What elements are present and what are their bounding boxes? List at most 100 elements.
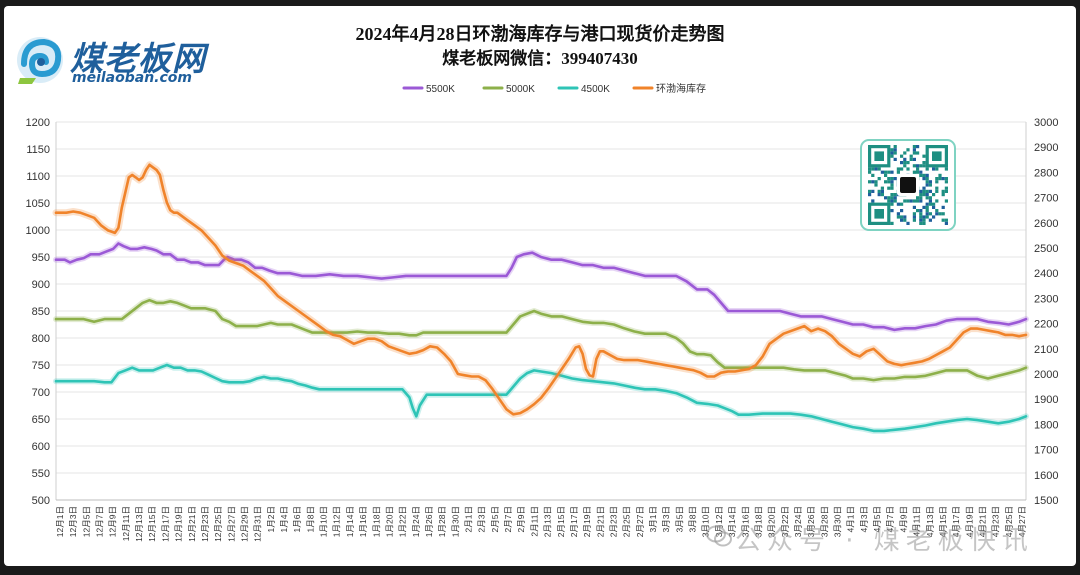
- x-tick-label: 4月17日: [951, 506, 961, 537]
- x-tick-label: 1月28日: [437, 506, 447, 537]
- x-tick-label: 4月5日: [872, 506, 882, 532]
- x-tick-label: 3月22日: [780, 506, 790, 537]
- series-5500K: [53, 240, 1029, 333]
- x-tick-label: 1月22日: [398, 506, 408, 537]
- x-tick-label: 1月20日: [384, 506, 394, 537]
- meilaoban-logo: 煤老板网 meilaoban.com: [14, 28, 244, 92]
- x-tick-label: 2月15日: [556, 506, 566, 537]
- y-right-tick-label: 3000: [1034, 117, 1058, 129]
- x-tick-label: 1月2日: [266, 506, 276, 532]
- y-left-tick-label: 950: [32, 252, 50, 264]
- x-tick-label: 12月29日: [239, 506, 249, 542]
- x-tick-label: 2月21日: [595, 506, 605, 537]
- x-tick-label: 2月17日: [569, 506, 579, 537]
- x-tick-label: 3月26日: [806, 506, 816, 537]
- y-right-tick-label: 2200: [1034, 319, 1058, 331]
- y-left-tick-label: 1200: [26, 117, 50, 129]
- line-chart: 500 550 600 650 700 750 800 850 900 950 1000 1050 11…: [26, 82, 1059, 542]
- x-tick-label: 12月27日: [226, 506, 236, 542]
- x-tick-label: 3月18日: [753, 506, 763, 537]
- x-tick-label: 1月4日: [279, 506, 289, 532]
- y-right-tick-label: 2100: [1034, 344, 1058, 356]
- x-tick-label: 1月8日: [305, 506, 315, 532]
- series-line: [54, 242, 1028, 332]
- y-left-tick-label: 750: [32, 360, 50, 372]
- wechat-watermark-icon: [706, 525, 732, 547]
- y-right-tick-label: 1800: [1034, 419, 1058, 431]
- legend-label: 环渤海库存: [656, 82, 706, 95]
- x-tick-label: 12月17日: [160, 506, 170, 542]
- x-tick-label: 3月12日: [714, 506, 724, 537]
- x-tick-label: 4月13日: [925, 506, 935, 537]
- y-right-tick-label: 2700: [1034, 193, 1058, 205]
- y-left-tick-label: 650: [32, 414, 50, 426]
- y-right-tick-label: 1700: [1034, 445, 1058, 457]
- x-tick-label: 12月21日: [187, 506, 197, 542]
- chart-card: 2024年4月28日环渤海库存与港口现货价走势图 煤老板网微信：39940743…: [4, 6, 1076, 566]
- y-right-tick-label: 2300: [1034, 293, 1058, 305]
- x-tick-label: 3月8日: [688, 506, 698, 532]
- x-tick-label: 12月3日: [68, 506, 78, 537]
- legend-label: 5500K: [426, 84, 455, 95]
- x-tick-label: 4月9日: [898, 506, 908, 532]
- x-tick-label: 1月16日: [358, 506, 368, 537]
- x-tick-label: 4月19日: [964, 506, 974, 537]
- y-left-tick-label: 500: [32, 495, 50, 507]
- series-line: [54, 298, 1028, 382]
- x-tick-label: 12月25日: [213, 506, 223, 542]
- x-tick-label: 1月26日: [424, 506, 434, 537]
- x-tick-label: 4月1日: [846, 506, 856, 532]
- y-left-tick-label: 900: [32, 279, 50, 291]
- x-tick-label: 12月31日: [253, 506, 263, 542]
- x-tick-label: 4月23日: [991, 506, 1001, 537]
- x-tick-label: 12月7日: [95, 506, 105, 537]
- chart-title: 2024年4月28日环渤海库存与港口现货价走势图: [355, 24, 725, 44]
- y-left-tick-label: 1050: [26, 198, 50, 210]
- logo-brand-text: 煤老板网: [70, 39, 206, 78]
- series-环渤海库存: [52, 161, 1030, 418]
- x-tick-label: 1月18日: [371, 506, 381, 537]
- series-glow: [53, 297, 1029, 384]
- y-right-tick-label: 2000: [1034, 369, 1058, 381]
- x-tick-label: 2月3日: [477, 506, 487, 532]
- x-tick-label: 2月11日: [529, 506, 539, 537]
- logo-url-text: meilaoban.com: [72, 70, 193, 86]
- x-tick-label: 2月13日: [543, 506, 553, 537]
- y-right-tick-label: 2500: [1034, 243, 1058, 255]
- x-tick-label: 4月15日: [938, 506, 948, 537]
- x-tick-label: 3月3日: [661, 506, 671, 532]
- x-tick-label: 3月5日: [674, 506, 684, 532]
- y-left-tick-label: 1100: [26, 171, 50, 183]
- x-tick-label: 1月6日: [292, 506, 302, 532]
- series-5000K: [53, 297, 1029, 384]
- x-tick-label: 3月14日: [727, 506, 737, 537]
- x-tick-label: 3月24日: [793, 506, 803, 537]
- x-tick-label: 4月25日: [1004, 506, 1014, 537]
- x-tick-label: 4月21日: [977, 506, 987, 537]
- y-right-tick-label: 1900: [1034, 394, 1058, 406]
- x-tick-label: 4月7日: [885, 506, 895, 532]
- x-tick-label: 2月27日: [635, 506, 645, 537]
- chart-subtitle: 煤老板网微信：399407430: [442, 49, 638, 68]
- y-left-tick-label: 1000: [26, 225, 50, 237]
- x-tick-label: 12月1日: [55, 506, 65, 537]
- x-tick-label: 2月7日: [503, 506, 513, 532]
- logo-mark-icon: [17, 37, 63, 84]
- y-right-tick-label: 2900: [1034, 142, 1058, 154]
- x-tick-label: 3月30日: [833, 506, 843, 537]
- y-left-tick-label: 800: [32, 333, 50, 345]
- y-left-tick-label: 850: [32, 306, 50, 318]
- x-tick-label: 1月10日: [319, 506, 329, 537]
- x-tick-label: 2月25日: [622, 506, 632, 537]
- x-tick-label: 12月11日: [121, 506, 131, 541]
- x-tick-label: 2月19日: [582, 506, 592, 537]
- x-tick-label: 4月11日: [912, 506, 922, 537]
- x-tick-label: 2月5日: [490, 506, 500, 532]
- legend-label: 5000K: [506, 84, 535, 95]
- x-tick-label: 3月28日: [819, 506, 829, 537]
- x-tick-label: 12月19日: [174, 506, 184, 542]
- x-tick-label: 4月3日: [859, 506, 869, 532]
- x-tick-label: 1月12日: [332, 506, 342, 537]
- x-tick-label: 12月9日: [108, 506, 118, 537]
